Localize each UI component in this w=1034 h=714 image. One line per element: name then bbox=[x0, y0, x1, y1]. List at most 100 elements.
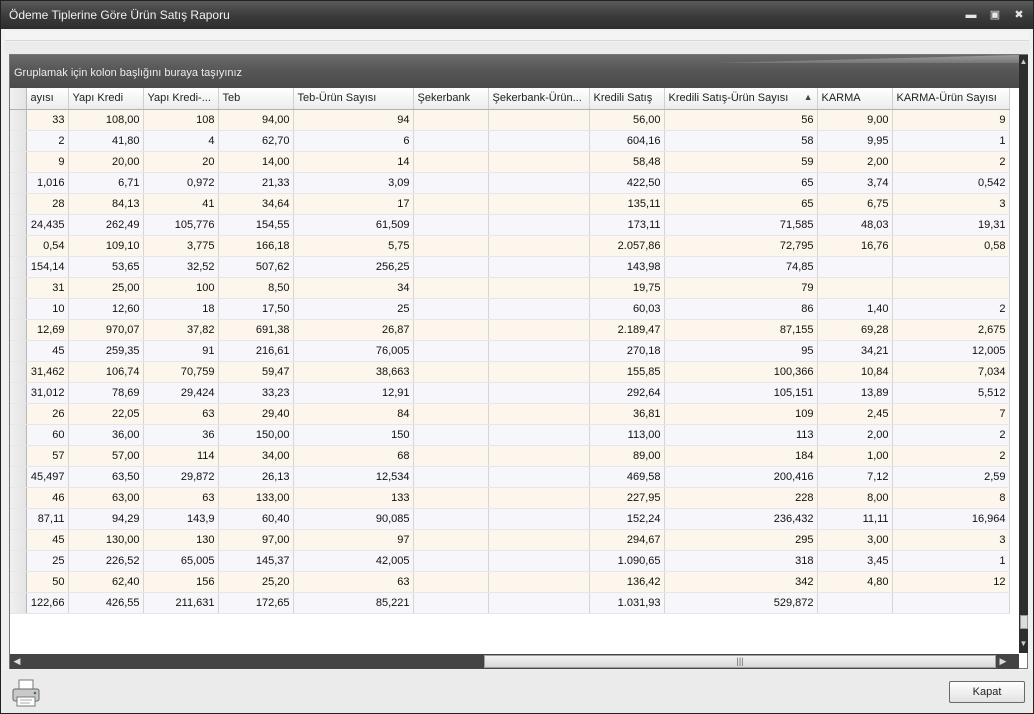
table-cell[interactable] bbox=[488, 193, 590, 215]
table-cell[interactable]: 33,23 bbox=[218, 382, 294, 404]
row-indicator[interactable] bbox=[10, 508, 27, 530]
table-cell[interactable]: 60 bbox=[26, 424, 69, 446]
table-cell[interactable]: 69,28 bbox=[817, 319, 893, 341]
table-row[interactable]: 0,54 109,10 3,775 166,18 5,75 2.057,86 72,795 1… bbox=[10, 235, 1010, 257]
table-cell[interactable] bbox=[413, 592, 489, 614]
table-cell[interactable]: 105,776 bbox=[143, 214, 219, 236]
table-cell[interactable]: 109,10 bbox=[68, 235, 144, 257]
table-cell[interactable]: 1.031,93 bbox=[589, 592, 665, 614]
minimize-icon[interactable]: ▬ bbox=[965, 9, 977, 21]
column-header[interactable]: ayısı bbox=[26, 88, 69, 110]
table-cell[interactable]: 10,84 bbox=[817, 361, 893, 383]
table-cell[interactable]: 108,00 bbox=[68, 109, 144, 131]
table-row[interactable]: 33 108,00 108 94,00 94 56,00 56 9,00 9 bbox=[10, 109, 1010, 131]
table-cell[interactable]: 86 bbox=[664, 298, 818, 320]
table-cell[interactable]: 36,00 bbox=[68, 424, 144, 446]
table-cell[interactable]: 16,76 bbox=[817, 235, 893, 257]
table-cell[interactable]: 10 bbox=[26, 298, 69, 320]
table-cell[interactable]: 7,12 bbox=[817, 466, 893, 488]
table-cell[interactable]: 17 bbox=[293, 193, 414, 215]
scroll-right-icon[interactable]: ▶ bbox=[999, 656, 1007, 666]
table-cell[interactable] bbox=[413, 319, 489, 341]
table-cell[interactable] bbox=[817, 256, 893, 278]
row-indicator[interactable] bbox=[10, 382, 27, 404]
table-row[interactable]: 24,435 262,49 105,776 154,55 61,509 173,11 71,… bbox=[10, 214, 1010, 236]
table-cell[interactable]: 36,81 bbox=[589, 403, 665, 425]
table-cell[interactable]: 26,13 bbox=[218, 466, 294, 488]
table-cell[interactable] bbox=[488, 529, 590, 551]
row-indicator[interactable] bbox=[10, 529, 27, 551]
table-cell[interactable]: 970,07 bbox=[68, 319, 144, 341]
table-cell[interactable]: 2.189,47 bbox=[589, 319, 665, 341]
table-cell[interactable] bbox=[488, 382, 590, 404]
row-indicator[interactable] bbox=[10, 214, 27, 236]
table-cell[interactable]: 9 bbox=[26, 151, 69, 173]
table-cell[interactable]: 65,005 bbox=[143, 550, 219, 572]
table-cell[interactable]: 24,435 bbox=[26, 214, 69, 236]
row-indicator[interactable] bbox=[10, 277, 27, 299]
table-cell[interactable]: 106,74 bbox=[68, 361, 144, 383]
maximize-icon[interactable]: ▣ bbox=[989, 9, 1001, 21]
table-cell[interactable]: 70,759 bbox=[143, 361, 219, 383]
table-cell[interactable] bbox=[413, 235, 489, 257]
table-cell[interactable]: 0,972 bbox=[143, 172, 219, 194]
table-cell[interactable]: 71,585 bbox=[664, 214, 818, 236]
table-cell[interactable] bbox=[413, 424, 489, 446]
scroll-left-icon[interactable]: ◀ bbox=[13, 656, 21, 666]
column-header[interactable]: KARMA bbox=[817, 88, 893, 110]
table-cell[interactable]: 74,85 bbox=[664, 256, 818, 278]
column-header[interactable]: Kredili Satış-Ürün Sayısı ▲ bbox=[664, 88, 818, 110]
table-cell[interactable]: 87,155 bbox=[664, 319, 818, 341]
row-indicator[interactable] bbox=[10, 466, 27, 488]
row-indicator[interactable] bbox=[10, 361, 27, 383]
table-cell[interactable] bbox=[488, 130, 590, 152]
table-cell[interactable] bbox=[488, 256, 590, 278]
table-row[interactable]: 45 130,00 130 97,00 97 294,67 295 3,00 3 bbox=[10, 529, 1010, 551]
table-cell[interactable]: 33 bbox=[26, 109, 69, 131]
table-cell[interactable]: 292,64 bbox=[589, 382, 665, 404]
table-cell[interactable]: 26,87 bbox=[293, 319, 414, 341]
table-cell[interactable]: 8 bbox=[892, 487, 1010, 509]
table-cell[interactable]: 342 bbox=[664, 571, 818, 593]
table-cell[interactable]: 25 bbox=[293, 298, 414, 320]
row-indicator[interactable] bbox=[10, 130, 27, 152]
table-row[interactable]: 31 25,00 100 8,50 34 19,75 79 bbox=[10, 277, 1010, 299]
table-cell[interactable]: 84 bbox=[293, 403, 414, 425]
row-indicator[interactable] bbox=[10, 550, 27, 572]
column-header[interactable]: Şekerbank bbox=[413, 88, 489, 110]
table-cell[interactable]: 63 bbox=[143, 403, 219, 425]
table-cell[interactable]: 113 bbox=[664, 424, 818, 446]
table-cell[interactable]: 3,00 bbox=[817, 529, 893, 551]
table-cell[interactable]: 72,795 bbox=[664, 235, 818, 257]
table-cell[interactable]: 154,55 bbox=[218, 214, 294, 236]
table-cell[interactable]: 2,675 bbox=[892, 319, 1010, 341]
table-cell[interactable] bbox=[413, 130, 489, 152]
table-cell[interactable]: 130,00 bbox=[68, 529, 144, 551]
table-row[interactable]: 2 41,80 4 62,70 6 604,16 58 9,95 1 bbox=[10, 130, 1010, 152]
table-cell[interactable] bbox=[488, 424, 590, 446]
table-cell[interactable]: 2,00 bbox=[817, 151, 893, 173]
table-cell[interactable]: 45,497 bbox=[26, 466, 69, 488]
table-cell[interactable]: 14 bbox=[293, 151, 414, 173]
row-indicator[interactable] bbox=[10, 403, 27, 425]
table-cell[interactable]: 2 bbox=[26, 130, 69, 152]
table-cell[interactable]: 91 bbox=[143, 340, 219, 362]
row-indicator[interactable] bbox=[10, 256, 27, 278]
table-cell[interactable]: 25 bbox=[26, 550, 69, 572]
table-cell[interactable] bbox=[413, 193, 489, 215]
table-cell[interactable]: 236,432 bbox=[664, 508, 818, 530]
table-cell[interactable] bbox=[413, 487, 489, 509]
table-row[interactable]: 31,462 106,74 70,759 59,47 38,663 155,85 100,3… bbox=[10, 361, 1010, 383]
table-cell[interactable]: 1,016 bbox=[26, 172, 69, 194]
table-cell[interactable]: 2,59 bbox=[892, 466, 1010, 488]
table-cell[interactable]: 3,09 bbox=[293, 172, 414, 194]
row-indicator[interactable] bbox=[10, 298, 27, 320]
table-cell[interactable]: 25,00 bbox=[68, 277, 144, 299]
table-cell[interactable] bbox=[413, 340, 489, 362]
table-cell[interactable]: 41 bbox=[143, 193, 219, 215]
table-cell[interactable] bbox=[488, 466, 590, 488]
table-cell[interactable]: 37,82 bbox=[143, 319, 219, 341]
table-cell[interactable]: 100,366 bbox=[664, 361, 818, 383]
table-cell[interactable]: 16,964 bbox=[892, 508, 1010, 530]
table-cell[interactable]: 68 bbox=[293, 445, 414, 467]
